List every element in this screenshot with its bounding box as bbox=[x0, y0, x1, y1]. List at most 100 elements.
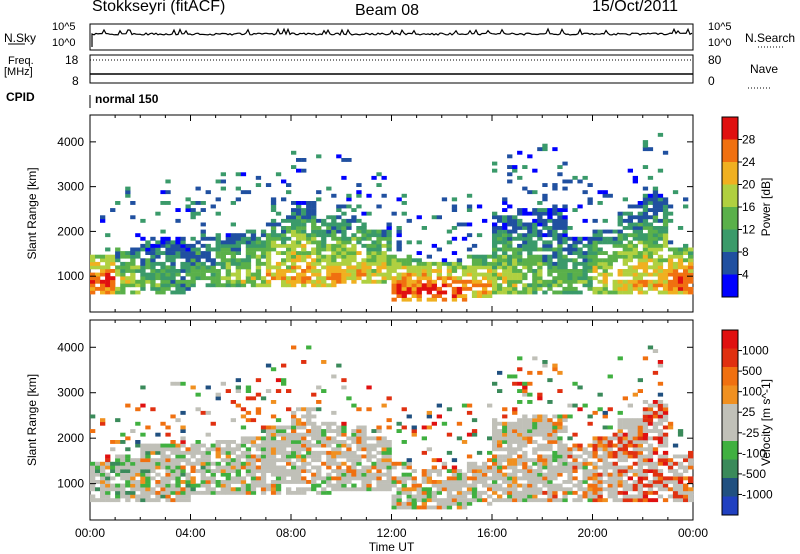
vel-cell bbox=[507, 450, 513, 455]
vel-cell bbox=[210, 447, 216, 452]
power-cell bbox=[441, 261, 448, 266]
power-cell bbox=[155, 283, 161, 288]
vel-cell bbox=[110, 469, 116, 473]
vel-cell bbox=[532, 458, 538, 463]
vel-cell bbox=[356, 407, 362, 412]
power-cell bbox=[331, 218, 337, 223]
vel-cell bbox=[160, 483, 166, 488]
power-cell bbox=[230, 201, 236, 205]
power-cell bbox=[130, 215, 136, 220]
vel-cell bbox=[637, 480, 643, 484]
power-cell bbox=[592, 286, 598, 291]
power-cell bbox=[632, 222, 638, 227]
vel-cell bbox=[336, 425, 342, 430]
power-cell bbox=[411, 265, 417, 270]
power-cell bbox=[492, 283, 498, 288]
vel-cell bbox=[215, 396, 221, 401]
vel-cell bbox=[190, 465, 196, 470]
power-cell bbox=[125, 261, 131, 266]
vel-cell bbox=[275, 447, 282, 452]
vel-cell bbox=[652, 410, 659, 415]
power-cell bbox=[532, 233, 538, 238]
power-cell bbox=[567, 226, 573, 230]
vel-cell bbox=[125, 472, 131, 477]
vel-cell bbox=[270, 429, 277, 433]
vel-cell bbox=[371, 465, 377, 470]
power-cell bbox=[547, 269, 553, 273]
power-cell bbox=[657, 229, 664, 234]
vel-cell bbox=[200, 490, 206, 495]
vel-cell bbox=[230, 487, 236, 492]
vel-cell bbox=[632, 498, 638, 503]
vel-cell bbox=[587, 476, 593, 481]
vel-cell bbox=[607, 472, 613, 477]
vel-cell bbox=[637, 465, 643, 470]
vel-cell bbox=[507, 494, 513, 499]
power-cell bbox=[291, 222, 297, 227]
power-cell bbox=[341, 222, 347, 227]
vel-cell bbox=[301, 480, 307, 484]
vel-cell bbox=[487, 487, 493, 492]
power-cell bbox=[326, 186, 332, 191]
vel-cell bbox=[235, 443, 241, 448]
vel-cell bbox=[632, 461, 638, 466]
vel-cell bbox=[165, 425, 171, 430]
power-cell bbox=[321, 229, 327, 234]
vel-cell bbox=[135, 469, 141, 473]
vel-cell bbox=[270, 450, 277, 455]
vel-cell bbox=[542, 465, 548, 470]
vel-cell bbox=[401, 487, 407, 492]
vel-cell bbox=[492, 432, 498, 437]
vel-cell bbox=[492, 429, 498, 433]
vel-cell bbox=[426, 414, 432, 419]
vel-cell bbox=[326, 465, 332, 470]
vel-cell bbox=[346, 480, 352, 484]
vel-cell bbox=[431, 483, 437, 488]
vel-cell bbox=[125, 436, 131, 441]
vel-cell bbox=[140, 490, 146, 495]
power-cell bbox=[311, 215, 317, 220]
power-cell bbox=[291, 218, 297, 223]
power-cell bbox=[662, 272, 669, 277]
vel-cell bbox=[286, 432, 292, 437]
vel-cell bbox=[622, 450, 628, 455]
vel-cell bbox=[487, 465, 493, 470]
power-cell bbox=[105, 258, 111, 263]
power-cell bbox=[652, 229, 659, 234]
power-cell bbox=[497, 254, 503, 259]
vel-cell bbox=[512, 450, 518, 455]
power-cell bbox=[215, 211, 221, 216]
vel-cell bbox=[245, 465, 252, 470]
power-cell bbox=[602, 261, 608, 266]
power-cell bbox=[210, 247, 216, 252]
vel-cell bbox=[507, 483, 513, 488]
power-cell bbox=[185, 269, 191, 273]
vel-cell bbox=[180, 410, 186, 415]
vel-cell bbox=[567, 461, 573, 466]
power-cell bbox=[341, 279, 347, 284]
vel-cell bbox=[466, 432, 473, 437]
power-cell bbox=[632, 276, 638, 281]
vel-cell bbox=[592, 450, 598, 455]
velocity-colorbar-swatch bbox=[722, 385, 738, 404]
power-cell bbox=[542, 254, 548, 259]
vel-cell bbox=[215, 480, 221, 484]
power-cell bbox=[552, 261, 558, 266]
vel-cell bbox=[351, 436, 357, 441]
vel-cell bbox=[255, 436, 262, 441]
vel-cell bbox=[200, 480, 206, 484]
power-cell bbox=[612, 290, 618, 295]
vel-cell bbox=[522, 461, 528, 466]
vel-cell bbox=[366, 476, 372, 481]
power-cell bbox=[632, 279, 638, 284]
power-cell bbox=[160, 261, 166, 266]
vel-cell bbox=[175, 472, 181, 477]
vel-cell bbox=[542, 447, 548, 452]
vel-cell bbox=[316, 429, 322, 433]
power-cell bbox=[331, 261, 337, 266]
power-cell bbox=[577, 204, 583, 209]
vel-cell bbox=[492, 436, 498, 441]
power-cell bbox=[532, 276, 538, 281]
power-cell bbox=[607, 265, 613, 270]
power-cell bbox=[90, 286, 96, 291]
